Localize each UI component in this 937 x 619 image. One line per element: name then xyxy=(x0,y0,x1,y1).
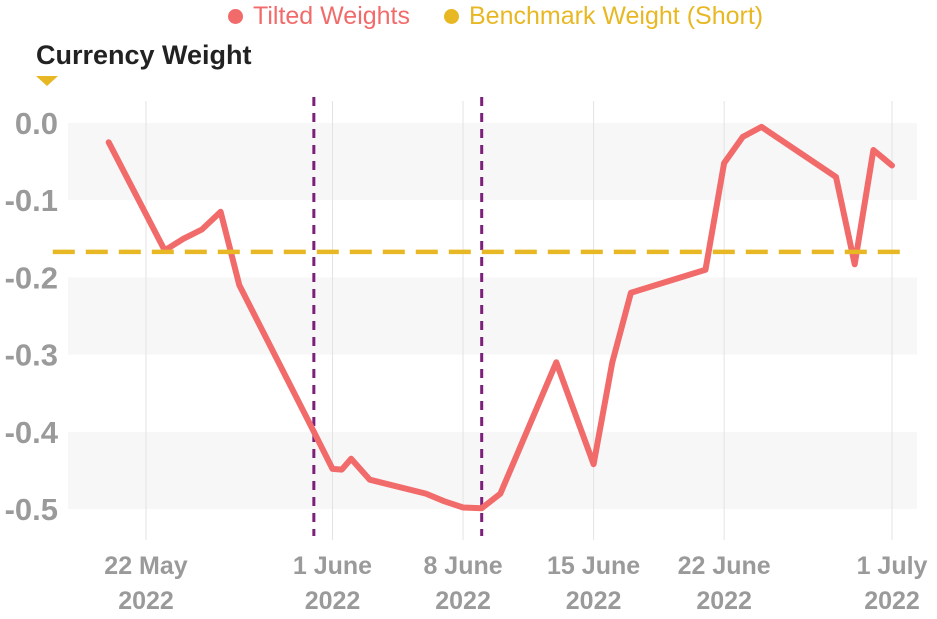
tilted-weights-marker-icon xyxy=(228,9,243,24)
x-tick-year-label: 2022 xyxy=(118,587,174,615)
y-tick-label: -0.1 xyxy=(5,183,58,218)
background-bands xyxy=(68,123,917,509)
legend-label-tilted-weights: Tilted Weights xyxy=(253,2,411,30)
x-axis-ticks: 22 May 2022 1 June 2022 8 June 2022 15 June 202… xyxy=(104,552,927,615)
x-tick-year-label: 2022 xyxy=(696,587,752,615)
y-tick-label: -0.3 xyxy=(5,338,58,373)
x-tick-label: 15 June xyxy=(547,552,640,580)
x-tick-year-label: 2022 xyxy=(305,587,361,615)
x-tick-label: 1 July xyxy=(857,552,928,580)
y-tick-label: -0.2 xyxy=(5,260,58,295)
y-tick-label: -0.4 xyxy=(5,415,59,450)
x-tick-label: 22 June xyxy=(678,552,771,580)
y-tick-label: 0.0 xyxy=(15,106,58,141)
x-tick-year-label: 2022 xyxy=(864,587,920,615)
y-tick-label: -0.5 xyxy=(5,492,58,527)
y-axis-ticks: 0.0 -0.1 -0.2 -0.3 -0.4 -0.5 xyxy=(5,106,59,527)
legend-label-benchmark-weight: Benchmark Weight (Short) xyxy=(469,2,764,30)
series-line-tilted-weights xyxy=(105,123,895,512)
x-tick-year-label: 2022 xyxy=(435,587,491,615)
y-axis-title: Currency Weight xyxy=(36,40,252,70)
background-band xyxy=(68,123,917,201)
legend-item-benchmark-weight[interactable]: Benchmark Weight (Short) xyxy=(444,2,763,31)
benchmark-weight-marker-icon xyxy=(444,9,459,24)
series-group xyxy=(52,123,911,512)
chart-legend: Tilted Weights Benchmark Weight (Short) xyxy=(0,0,937,34)
x-tick-label: 8 June xyxy=(423,552,502,580)
y-axis-title-marker-icon xyxy=(36,76,58,86)
x-tick-label: 1 June xyxy=(293,552,372,580)
background-band xyxy=(68,277,917,355)
x-tick-year-label: 2022 xyxy=(566,587,622,615)
legend-item-tilted-weights[interactable]: Tilted Weights xyxy=(228,2,410,31)
x-tick-label: 22 May xyxy=(104,552,187,580)
